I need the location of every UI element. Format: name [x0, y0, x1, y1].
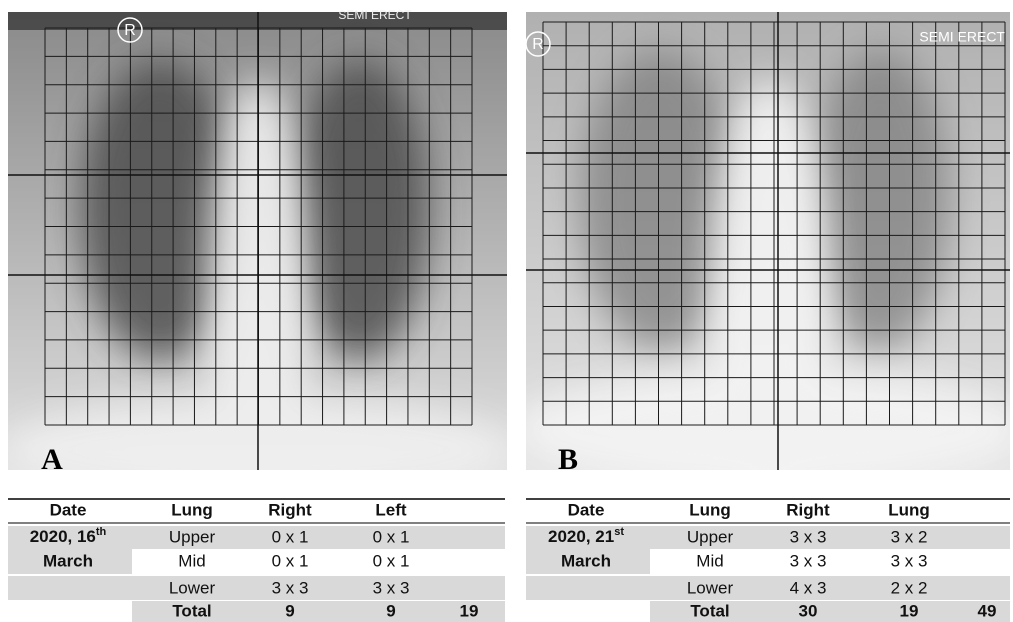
cell: 9: [285, 601, 294, 620]
row-shade: [650, 601, 1010, 622]
row-label: Total: [172, 601, 211, 620]
row-shade: [132, 601, 505, 622]
marker: R: [124, 22, 136, 39]
row-label: Lower: [169, 578, 216, 597]
cell: 3 x 2: [891, 527, 928, 546]
view-label: SEMI ERECT: [919, 29, 1005, 45]
date: 2020, 16th: [30, 526, 107, 547]
table-header: Lung: [171, 500, 213, 519]
table-header: Right: [268, 500, 312, 519]
xray-b: [526, 12, 1010, 470]
row-label: Mid: [178, 551, 205, 570]
cell: 19: [460, 601, 479, 620]
date-suffix: st: [614, 526, 624, 538]
cell: 2 x 2: [891, 578, 928, 597]
cell: 0 x 1: [272, 551, 309, 570]
cell: 3 x 3: [272, 578, 309, 597]
table-header: Date: [50, 500, 87, 519]
row-label: Mid: [696, 551, 723, 570]
cell: 3 x 3: [790, 551, 827, 570]
cell: 3 x 3: [891, 551, 928, 570]
cell: 0 x 1: [373, 551, 410, 570]
date-suffix: th: [96, 526, 107, 538]
row-shade: [526, 526, 1010, 549]
table-header: Left: [375, 500, 407, 519]
row-shade: [8, 576, 505, 600]
date-month: March: [561, 551, 611, 570]
view-label: SEMI ERECT: [338, 8, 412, 22]
cell: 3 x 3: [373, 578, 410, 597]
row-label: Lower: [687, 578, 734, 597]
cell: 4 x 3: [790, 578, 827, 597]
cell: 0 x 1: [272, 527, 309, 546]
panel-label: B: [558, 443, 578, 476]
table-header: Right: [786, 500, 830, 519]
marker: R: [532, 36, 544, 53]
row-label: Upper: [687, 527, 734, 546]
row-shade: [526, 549, 650, 574]
row-shade: [526, 576, 1010, 600]
row-shade: [8, 526, 505, 549]
cell: 30: [799, 601, 818, 620]
row-label: Total: [690, 601, 729, 620]
marker-circle: [117, 17, 143, 43]
date-day: 2020, 21: [548, 527, 614, 546]
table-header: Date: [568, 500, 605, 519]
row-shade: [8, 549, 132, 574]
panel-label: A: [41, 443, 63, 476]
cell: 49: [978, 601, 997, 620]
cell: 3 x 3: [790, 527, 827, 546]
table-header: Lung: [689, 500, 731, 519]
date-month: March: [43, 551, 93, 570]
cell: 9: [386, 601, 395, 620]
table-header: Lung: [888, 500, 930, 519]
grid-overlays: [8, 12, 1010, 470]
row-label: Upper: [169, 527, 216, 546]
cell: 19: [900, 601, 919, 620]
marker-circle: [525, 31, 551, 57]
date: 2020, 21st: [548, 526, 624, 547]
date-day: 2020, 16: [30, 527, 96, 546]
cell: 0 x 1: [373, 527, 410, 546]
